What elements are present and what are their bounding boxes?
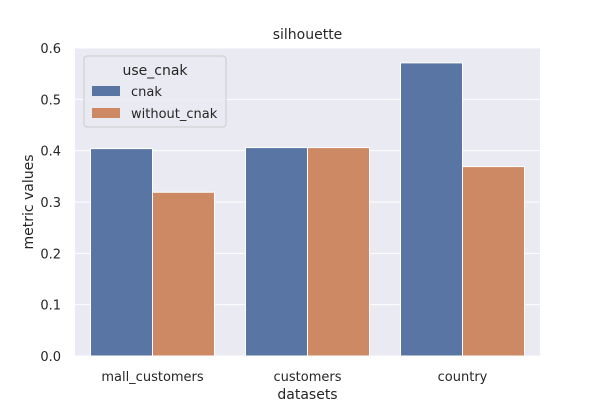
bar-without_cnak-mall_customers [152,191,215,357]
y-tick-label: 0.6 [40,42,61,57]
bar-cnak-customers [245,147,308,357]
y-tick-label: 0.0 [40,350,61,365]
legend-swatch-cnak [92,86,120,96]
bar-without_cnak-customers [307,147,370,357]
x-tick-label: customers [274,370,342,385]
y-tick-label: 0.1 [40,299,61,314]
y-tick-labels: 0.0 0.1 0.2 0.3 0.4 0.5 0.6 [40,42,61,365]
legend-swatch-without_cnak [92,108,120,118]
bars [90,62,525,357]
legend: use_cnak cnak without_cnak [83,55,227,128]
bar-cnak-country [400,62,463,357]
chart-title: silhouette [273,27,343,43]
legend-title: use_cnak [122,63,188,79]
legend-items: cnak without_cnak [92,85,218,122]
y-tick-label: 0.4 [40,145,61,160]
y-axis-label: metric values [21,154,37,249]
bar-cnak-mall_customers [90,148,153,357]
y-tick-label: 0.5 [40,93,61,108]
x-tick-label: country [438,370,488,385]
y-tick-label: 0.2 [40,247,61,262]
x-tick-label: mall_customers [101,370,204,385]
y-tick-label: 0.3 [40,196,61,211]
bar-without_cnak-country [462,166,525,357]
x-axis-label: datasets [277,387,337,400]
x-tick-labels: mall_customers customers country [101,370,487,385]
legend-label-without_cnak: without_cnak [131,107,218,122]
legend-label-cnak: cnak [131,85,162,100]
